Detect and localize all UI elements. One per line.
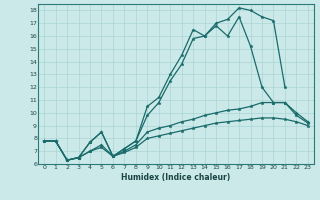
X-axis label: Humidex (Indice chaleur): Humidex (Indice chaleur) [121,173,231,182]
